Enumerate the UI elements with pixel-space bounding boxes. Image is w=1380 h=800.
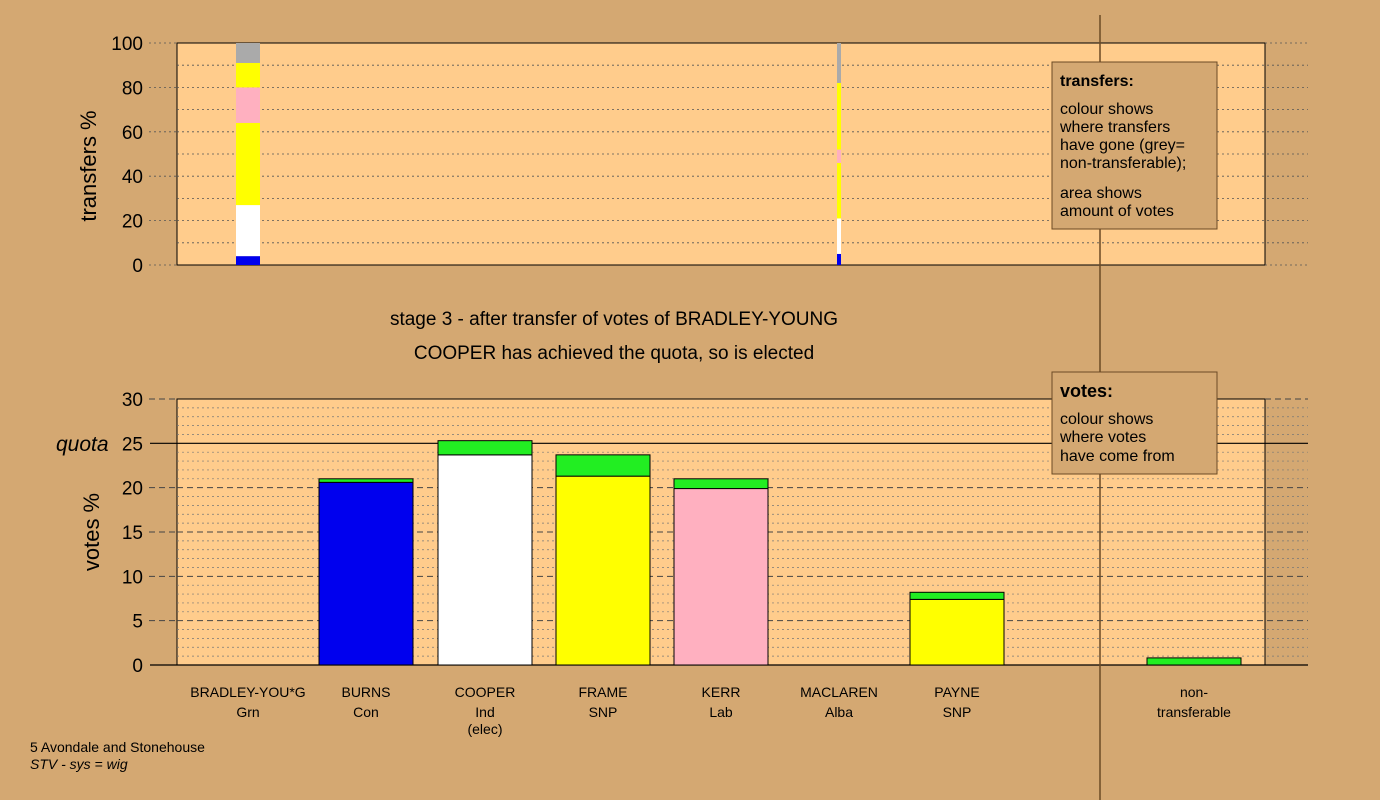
y-tick-label: 20	[122, 479, 143, 500]
vote-segment	[1146, 657, 1242, 666]
y-tick-label: 5	[132, 612, 143, 633]
candidate-party: Ind	[475, 704, 494, 720]
transfers-y-axis: 0 20 40 60 80 100	[111, 34, 177, 277]
transfer-segment	[236, 205, 260, 257]
votes-x-labels: BRADLEY-YOU*G Grn BURNS Con COOPER Ind(elec) F…	[190, 684, 1231, 737]
transfers-legend-line: amount of votes	[1060, 203, 1174, 220]
votes-legend-title: votes:	[1060, 381, 1113, 401]
candidate-name: BURNS	[341, 684, 390, 700]
transfer-segment	[236, 122, 260, 206]
transfer-segment	[236, 87, 260, 123]
candidate-name: FRAME	[579, 684, 628, 700]
transfers-legend-line: have gone (grey=	[1060, 137, 1185, 154]
candidate-name: COOPER	[455, 684, 516, 700]
y-tick-label: 0	[132, 656, 143, 677]
transfers-legend: transfers: colour shows where transfers …	[1051, 61, 1218, 230]
transfer-segment	[236, 62, 260, 88]
ward-name: 5 Avondale and Stonehouse	[30, 739, 205, 755]
y-tick-label: 100	[111, 34, 143, 55]
y-tick-label: 15	[122, 523, 143, 544]
y-tick-label: 60	[122, 123, 143, 144]
vote-segment	[318, 478, 414, 483]
stage-subtitle: COOPER has achieved the quota, so is ele…	[414, 343, 814, 364]
transfer-segment	[236, 256, 260, 265]
transfers-y-label: transfers %	[76, 110, 101, 221]
transfer-segment	[837, 149, 841, 163]
transfer-segment	[837, 218, 841, 254]
votes-legend: votes: colour shows where votes have com…	[1051, 371, 1218, 475]
y-tick-label: 80	[122, 78, 143, 99]
y-tick-label: 20	[122, 212, 143, 233]
vote-segment	[555, 454, 651, 477]
votes-legend-line: where votes	[1059, 429, 1146, 446]
nontransferable-label: transferable	[1157, 704, 1231, 720]
votes-legend-line: colour shows	[1060, 411, 1153, 428]
y-tick-label: 30	[122, 390, 143, 411]
candidate-party: Con	[353, 704, 379, 720]
transfers-legend-line: area shows	[1060, 185, 1142, 202]
y-tick-label: 10	[122, 567, 143, 588]
candidate-name: KERR	[702, 684, 741, 700]
transfers-legend-title: transfers:	[1060, 73, 1134, 90]
y-tick-label: 40	[122, 167, 143, 188]
nontransferable-label: non-	[1180, 684, 1208, 700]
vote-segment	[673, 488, 769, 666]
candidate-party: Alba	[825, 704, 853, 720]
vote-segment	[673, 478, 769, 490]
votes-legend-line: have come from	[1060, 448, 1175, 465]
y-tick-label: 25	[122, 434, 143, 455]
candidate-name: MACLAREN	[800, 684, 878, 700]
stage-title: stage 3 - after transfer of votes of BRA…	[390, 309, 838, 330]
candidate-party: Lab	[709, 704, 733, 720]
transfer-segment	[837, 43, 841, 83]
vote-segment	[909, 591, 1005, 600]
transfer-segment	[837, 162, 841, 219]
transfer-segment	[837, 253, 841, 265]
transfers-bars	[236, 43, 841, 265]
vote-segment	[909, 598, 1005, 666]
system-name: STV - sys = wig	[30, 756, 128, 772]
transfers-legend-line: colour shows	[1060, 101, 1153, 118]
candidate-note: (elec)	[467, 721, 502, 737]
candidate-party: Grn	[236, 704, 259, 720]
vote-segment	[318, 481, 414, 666]
candidate-party: SNP	[943, 704, 972, 720]
quota-label: quota	[56, 433, 109, 456]
transfers-legend-line: where transfers	[1059, 119, 1170, 136]
votes-y-label: votes %	[79, 493, 104, 571]
vote-segment	[437, 440, 533, 456]
vote-segment	[555, 475, 651, 666]
vote-segment	[437, 454, 533, 666]
transfer-segment	[236, 43, 260, 63]
candidate-name: BRADLEY-YOU*G	[190, 684, 305, 700]
candidate-name: PAYNE	[934, 684, 979, 700]
votes-y-axis: 0 5 10 15 20 25 30	[122, 390, 177, 677]
transfer-segment	[837, 82, 841, 150]
transfers-legend-line: non-transferable);	[1060, 155, 1186, 172]
y-tick-label: 0	[132, 256, 143, 277]
candidate-party: SNP	[589, 704, 618, 720]
votes-bars	[318, 440, 1242, 666]
transfers-gridlines	[177, 42, 1308, 266]
